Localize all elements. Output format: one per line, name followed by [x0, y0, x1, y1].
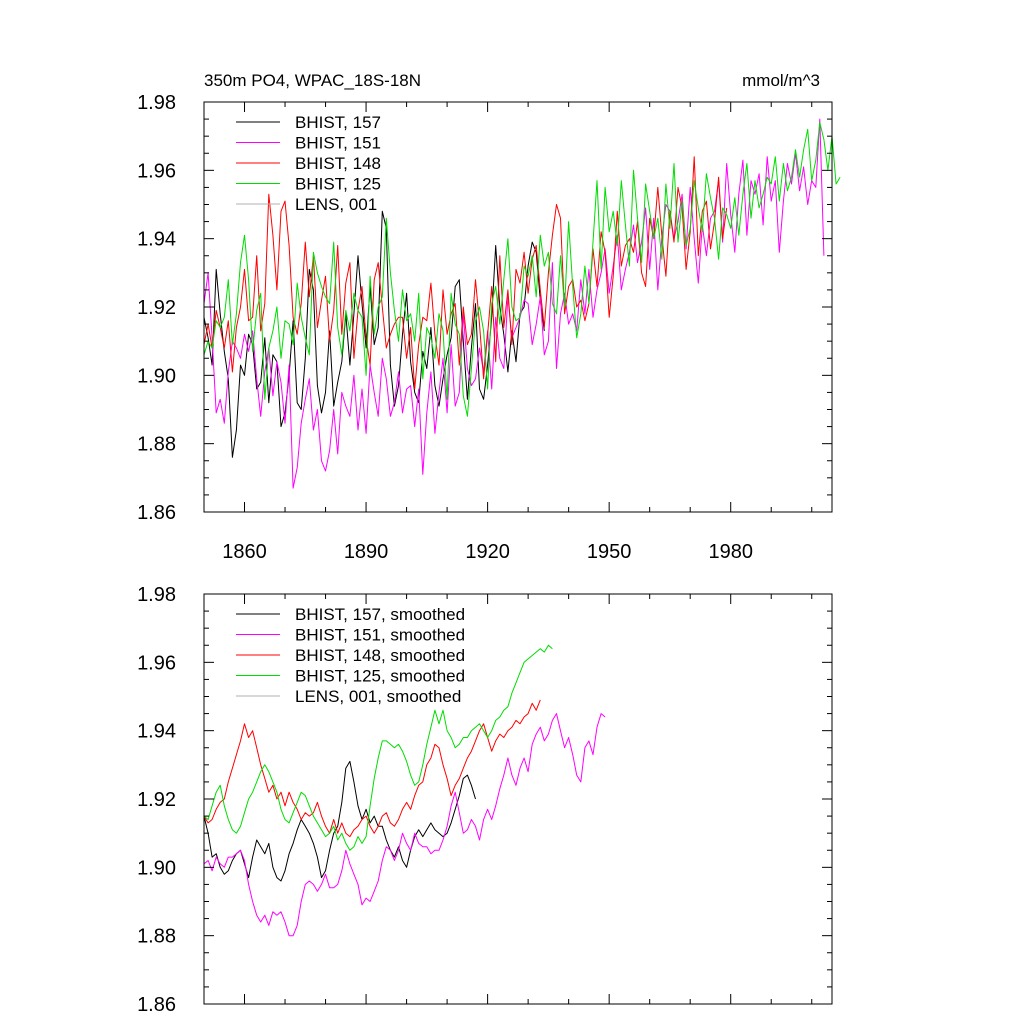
legend-label: BHIST, 151, smoothed: [295, 626, 465, 645]
y-tick-label: 1.98: [137, 92, 176, 114]
legend-label: BHIST, 157, smoothed: [295, 605, 465, 624]
chart-title: 350m PO4, WPAC_18S-18N: [204, 71, 421, 90]
axes: 1.86 1.88 1.90 1.92 1.94 1.96 1.98: [137, 584, 832, 1016]
x-tick-label: 1890: [344, 541, 389, 563]
legend-label: BHIST, 157: [295, 113, 381, 132]
legend-label: BHIST, 125, smoothed: [295, 667, 465, 686]
series-line-1: [203, 713, 606, 937]
y-tick-label: 1.90: [137, 857, 176, 879]
legend-label: BHIST, 148: [295, 154, 381, 173]
y-tick-label: 1.96: [137, 652, 176, 674]
y-tick-label: 1.88: [137, 434, 176, 456]
series-line-0: [203, 210, 545, 458]
y-tick-label: 1.94: [137, 721, 176, 743]
series-line-3: [203, 644, 553, 851]
legend-label: BHIST, 148, smoothed: [295, 646, 465, 665]
y-tick-label: 1.86: [137, 994, 176, 1016]
panel-bottom: BHIST, 157, smoothed BHIST, 151, smoothed…: [137, 584, 833, 1016]
legend: BHIST, 157, smoothed BHIST, 151, smoothed…: [236, 605, 465, 706]
units-label: mmol/m^3: [742, 71, 820, 90]
x-tick-label: 1980: [708, 541, 753, 563]
x-tick-label: 1860: [222, 541, 267, 563]
series-line-3: [203, 122, 841, 417]
y-tick-label: 1.92: [137, 789, 176, 811]
y-tick-label: 1.88: [137, 926, 176, 948]
legend-label: BHIST, 125: [295, 175, 381, 194]
series-line-0: [203, 760, 476, 882]
y-tick-label: 1.92: [137, 297, 176, 319]
y-tick-label: 1.86: [137, 502, 176, 524]
legend-label: BHIST, 151: [295, 134, 381, 153]
y-tick-label: 1.96: [137, 160, 176, 182]
x-tick-label: 1950: [587, 541, 632, 563]
y-tick-label: 1.90: [137, 365, 176, 387]
legend-label: LENS, 001: [295, 195, 377, 214]
axes: 1.86 1.88 1.90 1.92 1.94 1.96 1.98 1860 1890 1920…: [137, 92, 832, 563]
series-line-2: [203, 156, 728, 390]
y-tick-label: 1.94: [137, 229, 176, 251]
plot-area: [203, 118, 841, 489]
x-tick-label: 1920: [465, 541, 510, 563]
y-tick-label: 1.98: [137, 584, 176, 606]
series-line-2: [203, 699, 541, 838]
panel-top: 350m PO4, WPAC_18S-18N mmol/m^3 BHIST, 1…: [137, 71, 841, 563]
legend-label: LENS, 001, smoothed: [295, 687, 461, 706]
plot-area: [203, 644, 606, 937]
